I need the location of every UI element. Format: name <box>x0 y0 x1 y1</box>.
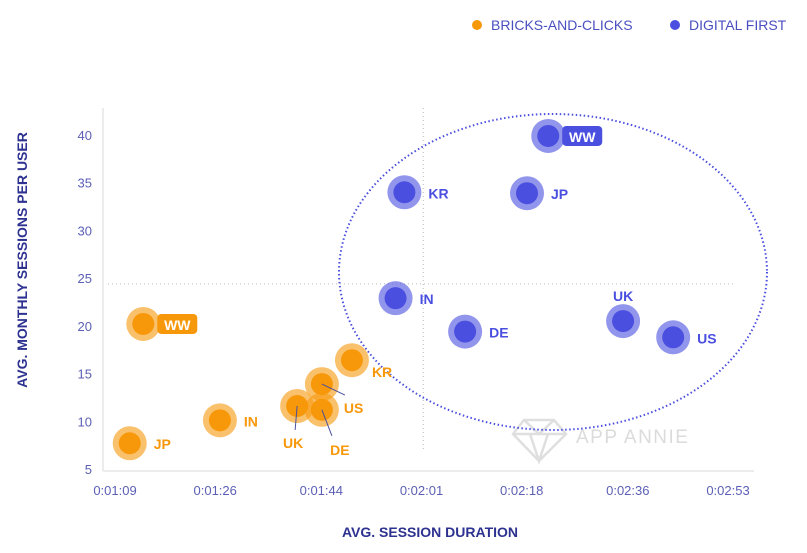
data-point-bricks-and-clicks-in: IN <box>202 403 258 438</box>
data-point-digital-first-us: US <box>656 320 717 355</box>
label-badge <box>157 313 198 334</box>
diamond-logo-icon <box>511 418 568 465</box>
x-tick-label: 0:02:01 <box>400 483 443 498</box>
app-annie-watermark: APP ANNIE <box>511 418 689 465</box>
data-point-bricks-and-clicks-jp: JP <box>112 426 171 461</box>
legend-marker-bricks <box>472 20 482 30</box>
point-label: WW <box>569 129 596 145</box>
x-tick-label: 0:01:44 <box>300 483 343 498</box>
digital-first-cluster-ellipse <box>338 113 768 431</box>
point-marker <box>662 326 685 349</box>
point-marker <box>454 320 477 343</box>
leader-line <box>321 409 333 437</box>
point-marker <box>393 181 416 204</box>
y-tick-label: 35 <box>78 176 92 191</box>
data-point-digital-first-ww: WW <box>531 118 603 153</box>
data-point-digital-first-de: DE <box>448 314 509 349</box>
legend-label-digital: DIGITAL FIRST <box>689 17 787 33</box>
legend-marker-digital <box>670 20 680 30</box>
y-tick-label: 30 <box>78 223 92 238</box>
point-marker <box>612 310 635 333</box>
watermark-text: APP ANNIE <box>576 427 689 448</box>
data-point-digital-first-kr: KR <box>387 175 449 210</box>
data-point-bricks-and-clicks-kr: KR <box>334 343 392 380</box>
point-marker <box>208 409 231 432</box>
point-marker <box>384 287 407 310</box>
point-label: UK <box>283 435 303 451</box>
legend-label-bricks: BRICKS-AND-CLICKS <box>491 17 633 33</box>
y-tick-label: 25 <box>78 271 92 286</box>
y-tick-label: 15 <box>78 367 92 382</box>
y-tick-label: 20 <box>78 319 92 334</box>
point-label: WW <box>164 317 191 333</box>
x-tick-label: 0:01:09 <box>93 483 136 498</box>
x-tick-label: 0:02:53 <box>706 483 749 498</box>
point-label: US <box>344 400 363 416</box>
data-point-bricks-and-clicks-de: DE <box>304 392 350 458</box>
leader-line <box>321 383 346 396</box>
label-badge <box>562 125 603 146</box>
x-tick-label: 0:02:18 <box>500 483 543 498</box>
data-point-digital-first-jp: JP <box>510 176 568 211</box>
leader-line <box>294 405 298 431</box>
point-label: DE <box>489 325 508 341</box>
x-tick-label: 0:01:26 <box>194 483 237 498</box>
point-label: JP <box>154 436 171 452</box>
point-marker <box>132 312 155 335</box>
point-label: US <box>697 330 716 346</box>
point-label: JP <box>551 186 568 202</box>
y-axis-label: AVG. MONTHLY SESSIONS PER USER <box>14 132 30 388</box>
y-tick-label: 40 <box>78 128 92 143</box>
data-point-digital-first-uk: UK <box>606 288 641 339</box>
point-marker <box>118 432 141 455</box>
point-label: IN <box>420 291 434 307</box>
data-point-bricks-and-clicks-us: US <box>304 367 363 416</box>
data-point-bricks-and-clicks-ww: WW <box>126 306 198 341</box>
data-point-digital-first-in: IN <box>378 281 434 316</box>
point-label: IN <box>244 413 258 429</box>
y-tick-label: 10 <box>78 414 92 429</box>
point-label: DE <box>330 442 349 458</box>
point-marker <box>537 124 560 147</box>
point-marker <box>516 182 539 205</box>
point-label: KR <box>428 185 448 201</box>
point-label: KR <box>372 364 392 380</box>
y-tick-label: 5 <box>85 462 92 477</box>
point-marker <box>340 349 363 372</box>
x-tick-label: 0:02:36 <box>606 483 649 498</box>
x-axis-label: AVG. SESSION DURATION <box>342 524 518 540</box>
point-label: UK <box>613 288 633 304</box>
legend: BRICKS-AND-CLICKS DIGITAL FIRST <box>472 17 787 33</box>
